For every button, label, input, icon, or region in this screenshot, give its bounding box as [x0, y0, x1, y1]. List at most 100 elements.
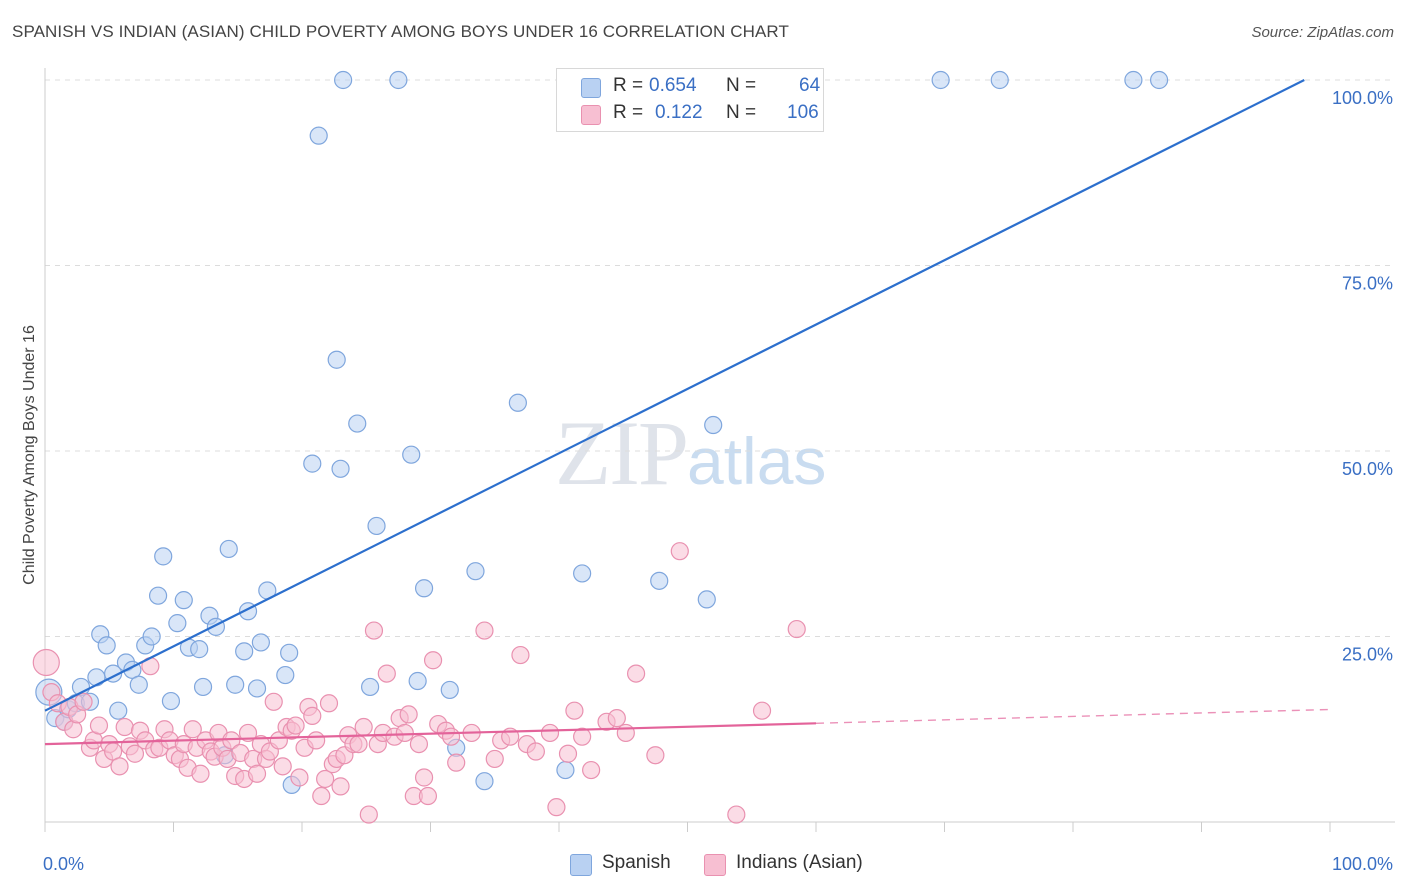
- spanish-point: [226, 675, 245, 694]
- indian-point: [191, 764, 210, 783]
- legend-r-label: R =: [613, 102, 644, 123]
- indian-point: [485, 749, 504, 769]
- spanish-point: [247, 679, 267, 698]
- indian-point: [331, 777, 350, 796]
- indian-point: [423, 651, 443, 670]
- spanish-point: [148, 586, 168, 605]
- indian-trend-extension: [815, 708, 1331, 725]
- spanish-point: [650, 571, 669, 590]
- indian-point: [364, 621, 384, 640]
- spanish-point: [414, 579, 434, 598]
- spanish-point: [440, 680, 459, 700]
- indian-point: [269, 731, 288, 750]
- indian-point: [752, 701, 772, 720]
- spanish-point: [251, 633, 270, 652]
- indian-point: [616, 723, 635, 743]
- spanish-point: [475, 772, 494, 791]
- spanish-point: [367, 516, 386, 536]
- bottom-legend-label-spanish: Spanish: [602, 852, 671, 873]
- spanish-point: [389, 70, 408, 90]
- indian-point: [264, 692, 283, 711]
- indian-point: [125, 744, 145, 763]
- source-label: Source: ZipAtlas.com: [1251, 24, 1394, 41]
- indian-point: [32, 648, 60, 677]
- indian-point: [64, 720, 83, 739]
- indian-point: [89, 716, 109, 735]
- indian-point: [316, 769, 335, 789]
- indian-point: [247, 764, 267, 783]
- spanish-trend-line: [44, 79, 1305, 712]
- spanish-point: [402, 445, 421, 464]
- legend-n-value-indian: 106: [787, 102, 819, 123]
- indian-point: [646, 746, 665, 765]
- spanish-point: [556, 760, 575, 780]
- indian-point: [540, 723, 560, 743]
- indian-point: [395, 723, 414, 743]
- indian-point: [377, 664, 396, 683]
- watermark-zip: ZIP: [555, 402, 689, 504]
- spanish-point: [334, 70, 353, 90]
- legend-r-value-indian: 0.122: [655, 102, 703, 123]
- indian-point: [565, 701, 584, 720]
- legend-swatch-spanish: [581, 78, 601, 98]
- spanish-point: [276, 665, 295, 685]
- spanish-point: [154, 547, 173, 566]
- indian-point: [547, 798, 566, 817]
- watermark: ZIPatlas: [555, 400, 826, 506]
- legend-n-label: N =: [726, 75, 757, 96]
- indian-point: [727, 805, 746, 824]
- indian-point: [582, 760, 601, 780]
- indian-trend-line: [44, 722, 817, 746]
- indian-point: [319, 694, 339, 713]
- spanish-point: [348, 414, 367, 433]
- x-tick-label: 0.0%: [43, 854, 84, 874]
- indian-point: [312, 786, 331, 806]
- indian-point: [286, 716, 305, 735]
- spanish-point: [1149, 70, 1169, 90]
- indian-point: [447, 753, 466, 772]
- chart-title: SPANISH VS INDIAN (ASIAN) CHILD POVERTY …: [12, 22, 789, 41]
- indian-point: [414, 768, 434, 787]
- indian-point: [273, 757, 292, 776]
- spanish-point: [87, 668, 106, 687]
- legend-r-value-spanish: 0.654: [649, 75, 697, 96]
- legend-swatch-indian: [581, 105, 601, 125]
- spanish-point: [168, 614, 187, 633]
- spanish-point: [174, 591, 193, 610]
- indian-point: [441, 727, 461, 746]
- stats-legend: R = 0.654 N = 64 R = 0.122 N = 106: [556, 68, 824, 132]
- indian-point: [183, 720, 202, 739]
- spanish-point: [361, 677, 380, 697]
- spanish-point: [303, 454, 322, 473]
- indian-point: [238, 723, 258, 743]
- spanish-point: [990, 70, 1009, 90]
- indian-point: [110, 757, 129, 776]
- indian-point: [303, 706, 322, 725]
- indian-point: [74, 692, 93, 711]
- indian-point: [115, 717, 134, 737]
- spanish-point: [235, 642, 254, 661]
- indian-point: [359, 805, 378, 824]
- bottom-legend-swatch-indian: [704, 854, 726, 876]
- spanish-point: [408, 671, 427, 691]
- indian-point: [409, 734, 429, 754]
- spanish-point: [309, 126, 328, 145]
- indian-point: [511, 645, 530, 665]
- indian-point: [418, 786, 438, 806]
- indian-point: [354, 717, 373, 737]
- indian-point: [399, 705, 418, 724]
- bottom-legend-swatch-spanish: [570, 854, 592, 876]
- spanish-point: [219, 539, 238, 559]
- y-tick-label: 100.0%: [1332, 88, 1393, 108]
- y-tick-label: 75.0%: [1342, 274, 1393, 294]
- spanish-point: [327, 350, 346, 369]
- indian-point: [787, 619, 806, 639]
- spanish-point: [704, 415, 723, 435]
- spanish-point: [466, 562, 485, 581]
- indian-point: [290, 768, 309, 787]
- indian-point: [573, 727, 592, 746]
- spanish-point: [161, 691, 181, 711]
- spanish-point: [193, 677, 213, 697]
- indian-point: [307, 731, 326, 750]
